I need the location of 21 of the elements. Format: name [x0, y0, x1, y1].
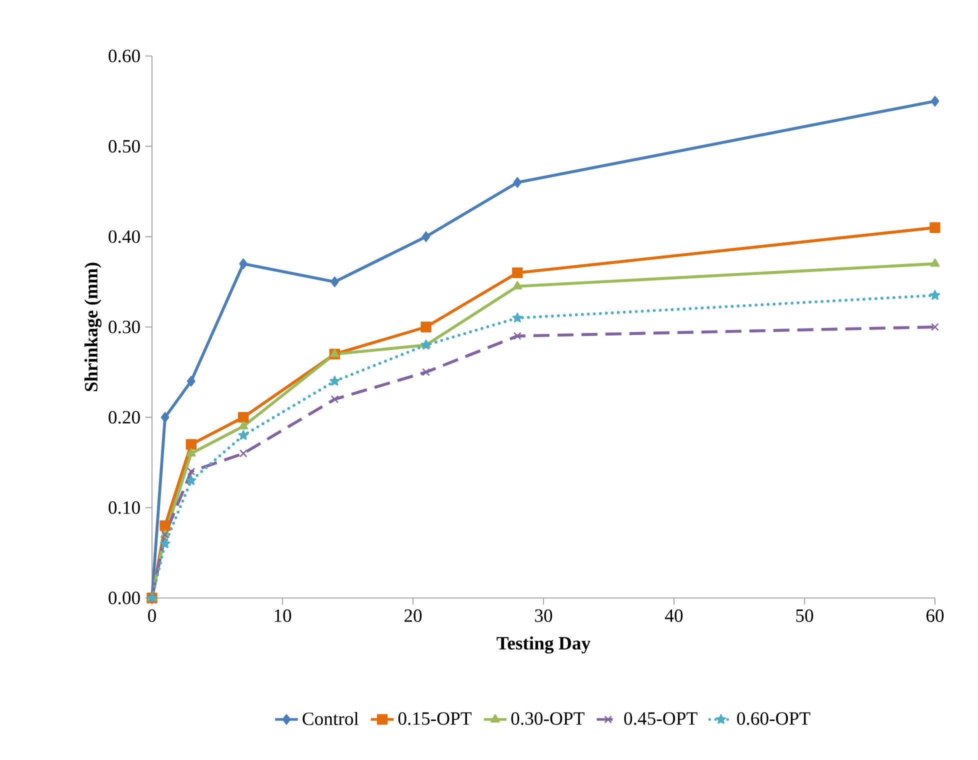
x-tick-label: 40 [665, 609, 683, 622]
y-tick-label: 0.20 [108, 410, 140, 424]
x-tick-label: 10 [274, 609, 292, 622]
x-axis-title: Testing Day [496, 636, 590, 654]
y-tick-label: 0.00 [108, 592, 140, 604]
x-tick-label: 20 [404, 609, 422, 622]
legend-label: Control [302, 712, 359, 726]
y-tick-label: 0.30 [108, 320, 140, 334]
x-tick-label: 50 [796, 609, 814, 622]
y-tick-label: 0.50 [108, 140, 140, 153]
y-tick-label: 0.60 [108, 50, 140, 62]
legend-label: 0.60-OPT [737, 712, 810, 725]
y-axis-title: Shrinkage (mm) [84, 262, 102, 392]
x-tick-label: 60 [926, 609, 944, 622]
legend-label: 0.15-OPT [398, 712, 472, 725]
y-tick-label: 0.40 [108, 230, 140, 244]
legend-label: 0.30-OPT [511, 712, 584, 725]
x-tick-label: 0 [148, 609, 156, 622]
y-tick-label: 0.10 [108, 501, 140, 514]
x-tick-label: 30 [535, 609, 552, 622]
legend-label: 0.45-OPT [624, 712, 698, 725]
